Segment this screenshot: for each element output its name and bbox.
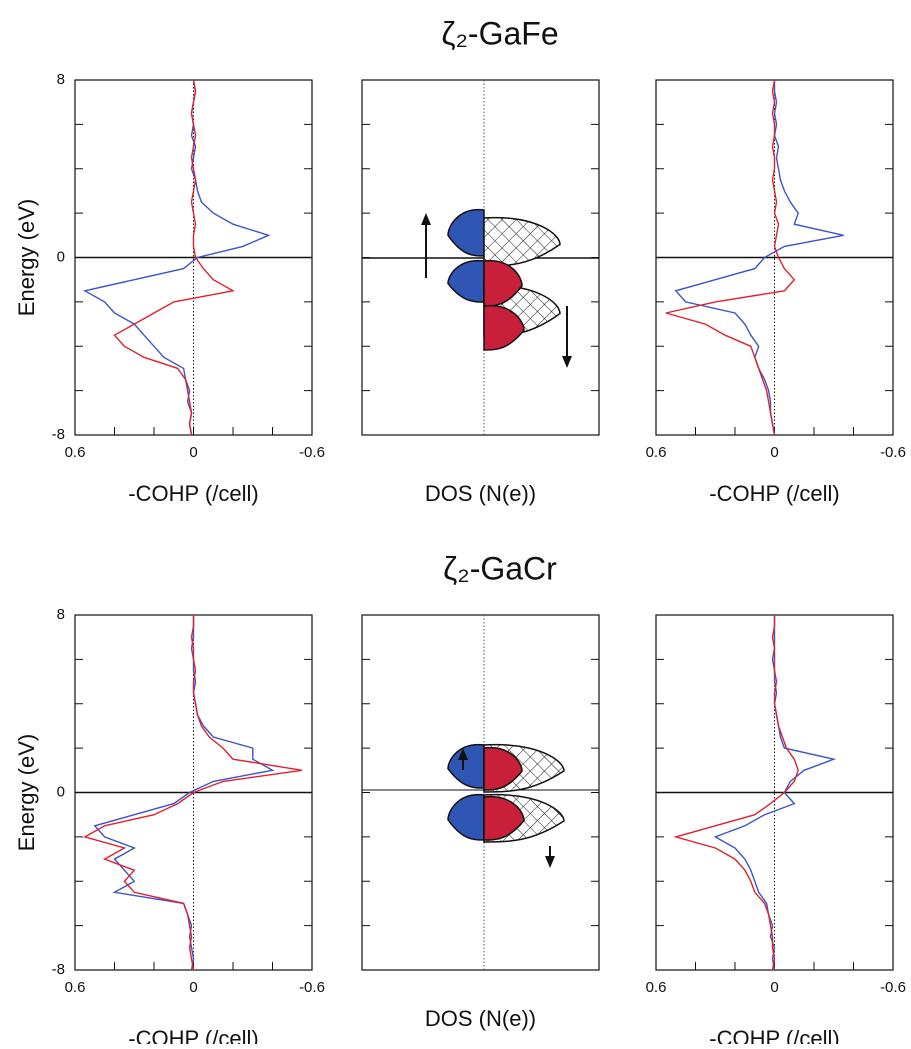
y-tick-label: 8 xyxy=(57,606,65,623)
x-tick-label: 0 xyxy=(189,979,197,996)
cohp-line xyxy=(665,79,796,436)
cohp-line xyxy=(674,80,844,436)
dos-lobe xyxy=(483,747,523,791)
x-tick-label: 0.6 xyxy=(65,979,86,996)
cohp-line xyxy=(82,79,271,436)
dos-lobe xyxy=(483,305,525,351)
dos-lobe xyxy=(447,209,485,257)
x-axis-label: DOS (N(e)) xyxy=(425,1006,536,1031)
x-axis-label: -COHP (/cell) xyxy=(709,481,839,506)
cohp-line xyxy=(83,615,303,971)
y-tick-label: -8 xyxy=(52,426,65,443)
x-tick-label: -0.6 xyxy=(880,444,906,461)
x-tick-label: -0.6 xyxy=(299,979,325,996)
panel-title: ζ₂-GaCr xyxy=(443,550,557,586)
y-axis-label: Energy (eV) xyxy=(14,199,39,316)
y-tick-label: -8 xyxy=(52,961,65,978)
arrow-head xyxy=(562,356,572,368)
y-axis-label: Energy (eV) xyxy=(14,734,39,851)
x-tick-label: 0.6 xyxy=(646,979,667,996)
dos-lobe xyxy=(447,744,485,789)
plot-frame xyxy=(361,614,600,971)
x-axis-label: DOS (N(e)) xyxy=(425,481,536,506)
dos-lobe xyxy=(447,260,485,303)
x-axis-label: -COHP (/cell) xyxy=(128,1026,258,1044)
y-tick-label: 8 xyxy=(57,71,65,88)
x-tick-label: 0 xyxy=(189,444,197,461)
panel-title: ζ₂-GaFe xyxy=(441,15,558,51)
x-tick-label: -0.6 xyxy=(299,444,325,461)
dos-lobe xyxy=(447,794,485,841)
dos-lobe xyxy=(483,217,561,267)
cohp-line xyxy=(113,79,236,436)
x-tick-label: 0.6 xyxy=(646,444,667,461)
arrow-head xyxy=(421,213,431,225)
x-axis-label: -COHP (/cell) xyxy=(709,1026,839,1044)
x-tick-label: -0.6 xyxy=(880,979,906,996)
y-tick-label: 0 xyxy=(57,783,65,800)
x-axis-label: -COHP (/cell) xyxy=(128,481,258,506)
arrow-head xyxy=(458,748,468,760)
x-tick-label: 0.6 xyxy=(65,444,86,461)
arrow-head xyxy=(545,856,555,868)
y-tick-label: 0 xyxy=(57,248,65,265)
cohp-line xyxy=(673,615,799,971)
x-tick-label: 0 xyxy=(770,444,778,461)
x-tick-label: 0 xyxy=(770,979,778,996)
dos-lobe xyxy=(483,796,525,841)
